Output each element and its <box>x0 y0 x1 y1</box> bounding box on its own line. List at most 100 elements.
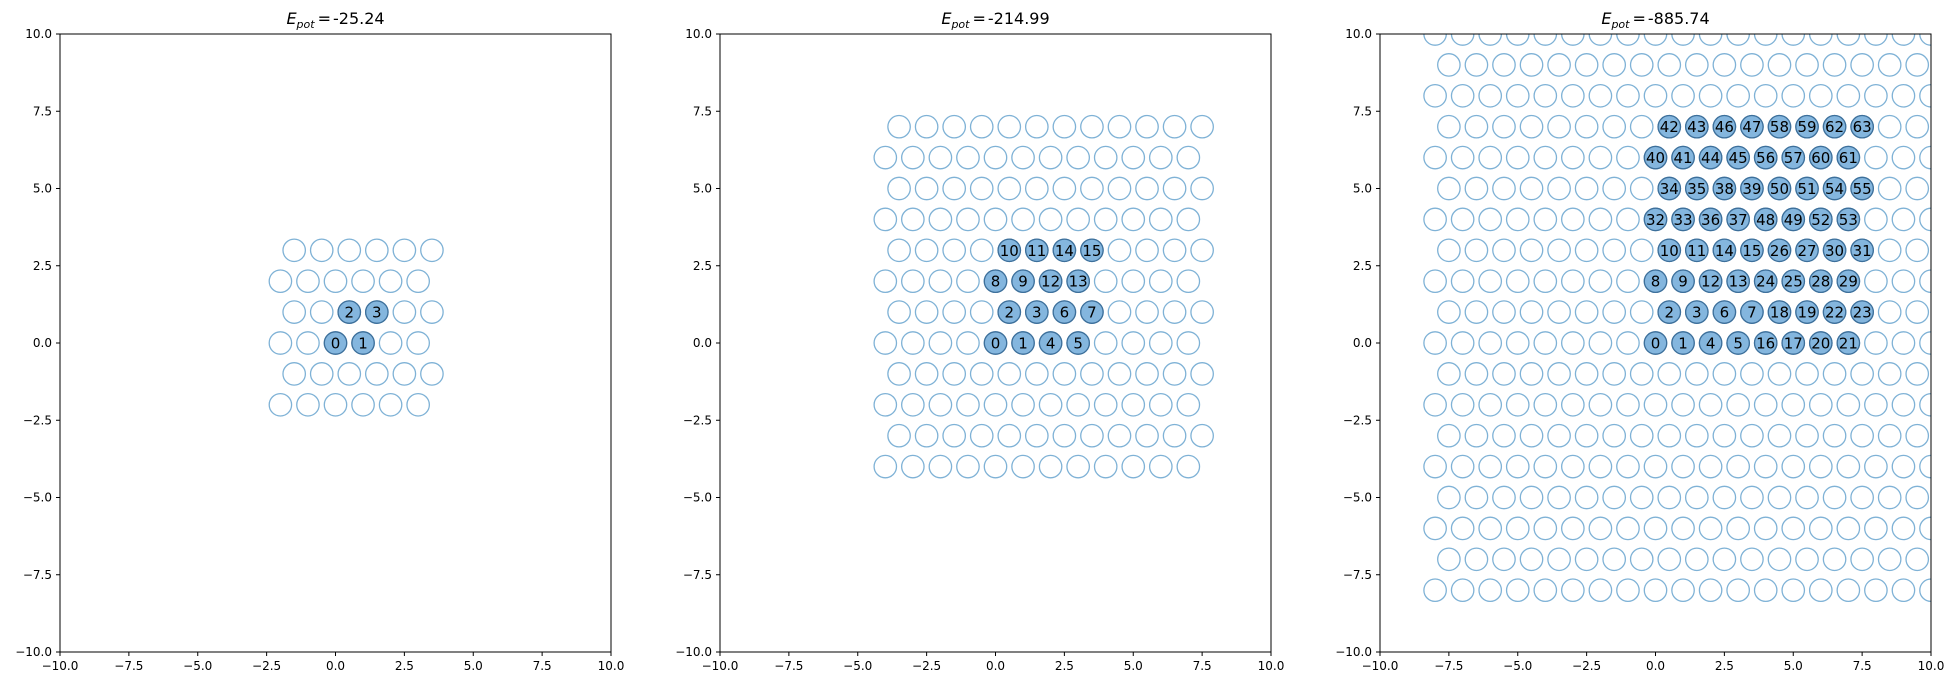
particle-index-label: 24 <box>1756 273 1775 291</box>
particle-point <box>1684 176 1709 201</box>
particle-index-label: 2 <box>345 304 355 322</box>
lattice-site <box>1464 176 1489 201</box>
particle-index-label: 48 <box>1756 211 1775 229</box>
lattice-site <box>1919 83 1931 108</box>
particle-point <box>1822 300 1847 324</box>
lattice-site <box>1080 114 1104 139</box>
lattice-site <box>928 207 953 232</box>
lattice-site <box>323 269 348 294</box>
particle-index-label: 30 <box>1825 242 1844 260</box>
lattice-site <box>1616 83 1640 108</box>
lattice-site <box>1891 392 1916 417</box>
particle-point <box>983 331 1008 355</box>
particle-index-label: 1 <box>1018 335 1028 353</box>
lattice-site <box>1891 34 1916 46</box>
lattice-site <box>1795 53 1819 77</box>
particle-index-label: 8 <box>991 273 1001 291</box>
lattice-site <box>1066 392 1091 417</box>
lattice-site <box>1684 53 1709 77</box>
lattice-site <box>1602 238 1627 263</box>
lattice-site <box>969 176 994 201</box>
lattice-site <box>873 145 898 170</box>
lattice-site <box>309 300 334 324</box>
particle-index-label: 60 <box>1811 149 1830 167</box>
lattice-site <box>1864 269 1888 294</box>
particle-index-label: 40 <box>1646 149 1665 167</box>
lattice-site <box>1574 176 1599 201</box>
lattice-site <box>1864 83 1888 108</box>
lattice-site <box>1519 423 1544 448</box>
lattice-site <box>1492 300 1516 324</box>
lattice-site <box>1877 300 1902 324</box>
lattice-site <box>392 362 417 386</box>
lattice-site <box>1574 485 1599 510</box>
lattice-site <box>1616 454 1640 479</box>
lattice-site <box>1478 578 1503 603</box>
lattice-site <box>1478 516 1503 541</box>
particle-index-label: 29 <box>1839 273 1858 291</box>
y-tick-label: −10.0 <box>15 645 52 659</box>
particle-index-label: 44 <box>1701 149 1720 167</box>
lattice-site <box>942 176 967 201</box>
y-tick-label: −10.0 <box>675 645 712 659</box>
lattice-site <box>1671 454 1695 479</box>
lattice-site <box>1437 238 1461 263</box>
lattice-site <box>1905 362 1930 386</box>
lattice-site <box>1864 516 1888 541</box>
lattice-site <box>1905 485 1930 510</box>
lattice-site <box>1919 207 1931 232</box>
lattice-site <box>1574 300 1599 324</box>
particle-point <box>1781 331 1806 355</box>
y-tick-label: 2.5 <box>1353 259 1372 273</box>
lattice-site <box>1093 207 1118 232</box>
lattice-site <box>1450 34 1475 46</box>
lattice-site <box>1437 423 1461 448</box>
lattice-site <box>1176 331 1201 355</box>
particle-point <box>1836 207 1861 232</box>
lattice-site <box>1919 454 1931 479</box>
particle-point <box>1740 176 1764 201</box>
x-tick-label: 7.5 <box>1853 659 1872 673</box>
particle-index-label: 32 <box>1646 211 1665 229</box>
lattice-site <box>1643 392 1668 417</box>
lattice-site <box>1561 516 1585 541</box>
particle-point <box>1671 145 1695 170</box>
lattice-site <box>928 454 953 479</box>
lattice-site <box>1519 176 1544 201</box>
lattice-site <box>1684 423 1709 448</box>
lattice-site <box>942 114 967 139</box>
lattice-site <box>887 362 911 386</box>
particle-index-label: 18 <box>1770 304 1789 322</box>
lattice-site <box>1519 238 1544 263</box>
lattice-site <box>1616 331 1640 355</box>
lattice-site <box>1891 207 1916 232</box>
lattice-site <box>1492 176 1516 201</box>
lattice-site <box>1437 485 1461 510</box>
lattice-site <box>1492 114 1516 139</box>
lattice-site <box>1176 207 1201 232</box>
particle-point <box>1671 269 1695 294</box>
lattice-site <box>1808 516 1833 541</box>
lattice-site <box>1190 238 1214 263</box>
lattice-site <box>1505 269 1530 294</box>
lattice-site <box>1024 176 1049 201</box>
particle-index-label: 26 <box>1770 242 1789 260</box>
y-tick-label: 5.0 <box>33 182 52 196</box>
particle-point <box>1808 331 1833 355</box>
lattice-site <box>1478 454 1503 479</box>
lattice-site <box>1478 392 1503 417</box>
panel-title: Epot = -25.24 <box>286 9 384 31</box>
lattice-site <box>268 269 293 294</box>
particle-index-label: 3 <box>1692 304 1702 322</box>
lattice-site <box>1643 578 1668 603</box>
lattice-site <box>1505 331 1530 355</box>
lattice-site <box>1423 516 1447 541</box>
lattice-site <box>1740 53 1764 77</box>
particle-index-label: 52 <box>1811 211 1830 229</box>
lattice-site <box>1808 578 1833 603</box>
lattice-site <box>1726 516 1751 541</box>
lattice-site <box>1767 485 1792 510</box>
lattice-site <box>1533 578 1558 603</box>
lattice-site <box>1671 83 1695 108</box>
